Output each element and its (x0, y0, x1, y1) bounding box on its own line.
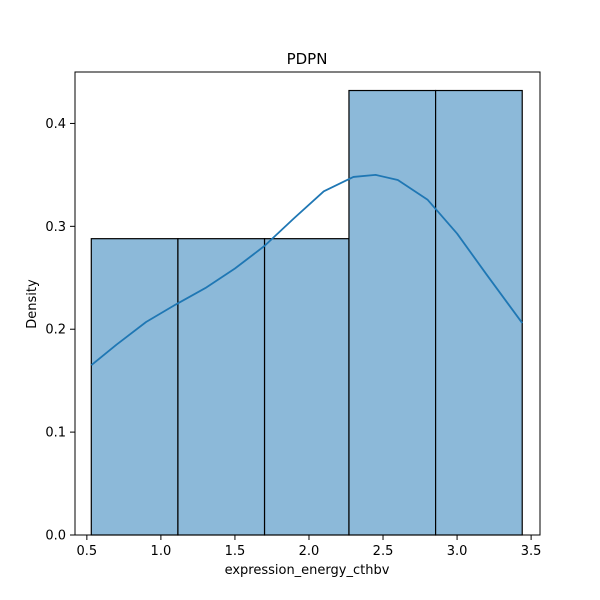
y-tick-label: 0.2 (45, 323, 66, 338)
chart-title: PDPN (287, 50, 328, 68)
x-axis-label: expression_energy_cthbv (225, 563, 390, 578)
x-tick-label: 1.5 (225, 544, 246, 559)
x-axis: 0.5 1.0 1.5 2.0 2.5 3.0 3.5 (77, 535, 542, 559)
y-tick-label: 0.0 (45, 529, 66, 544)
histogram-bar-1 (90, 238, 179, 536)
kde-layer (90, 173, 523, 366)
y-axis: 0.0 0.1 0.2 0.3 0.4 (45, 117, 75, 544)
kde-line (90, 173, 523, 366)
x-tick-label: 0.5 (77, 544, 98, 559)
histogram-bar-4 (348, 89, 437, 536)
plot-frame (74, 71, 541, 536)
x-tick-label: 1.0 (151, 544, 172, 559)
histogram-bar-2 (177, 238, 266, 536)
x-tick-label: 3.5 (521, 544, 542, 559)
x-tick-label: 2.5 (373, 544, 394, 559)
y-tick-label: 0.4 (45, 117, 66, 132)
histogram-bar-5 (434, 89, 523, 536)
x-tick-label: 2.0 (299, 544, 320, 559)
y-axis-label: Density (25, 279, 40, 329)
x-tick-label: 3.0 (447, 544, 468, 559)
y-tick-label: 0.3 (45, 220, 66, 235)
bars-layer (90, 89, 523, 536)
y-tick-label: 0.1 (45, 426, 66, 441)
histogram-bar-3 (263, 238, 350, 536)
